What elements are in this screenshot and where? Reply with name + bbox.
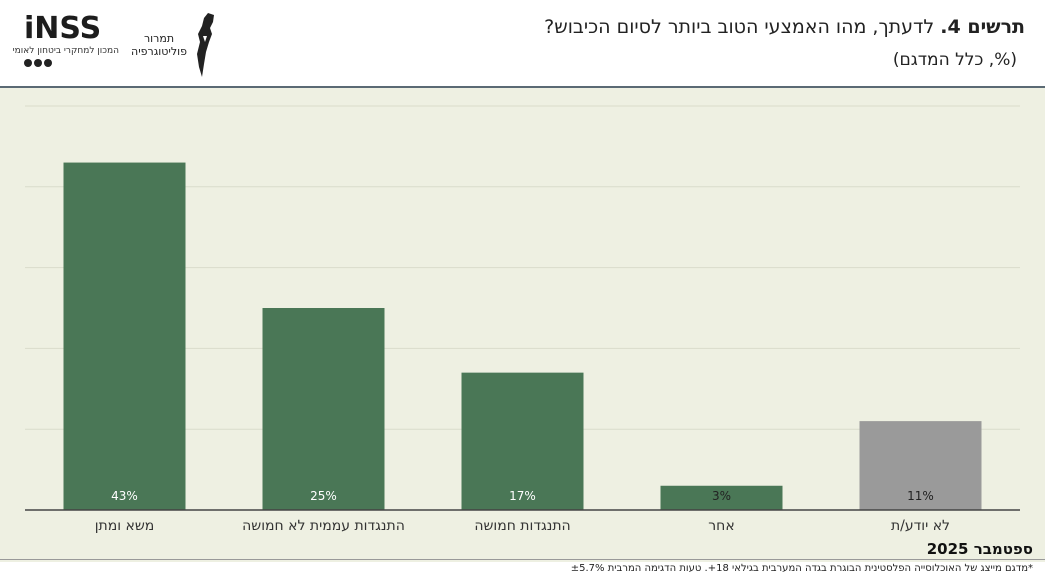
inss-logo-word: iNSS: [24, 11, 102, 46]
category-label: התנגדות חמושה: [474, 518, 570, 534]
bar: [262, 308, 385, 510]
data-label: 3%: [712, 489, 731, 503]
figure-label: תרשים 4.: [940, 16, 1025, 38]
inss-logo-tagline: המכון למחקרי ביטחון לאומי: [12, 46, 119, 56]
map-icon: [197, 13, 214, 77]
inss-logo: iNSS המכון למחקרי ביטחון לאומי: [12, 11, 119, 76]
tamrur-logo-text: תמרור פוליטוגרפיה: [128, 32, 190, 58]
data-label: 43%: [111, 489, 138, 503]
bar: [461, 372, 584, 510]
tamrur-logo-line1: תמרור: [143, 32, 175, 45]
data-label: 17%: [509, 489, 536, 503]
category-label: לא יודע/ת: [891, 518, 950, 534]
footer-divider: [0, 559, 1045, 560]
category-label: התנגדות עממית לא חמושה: [242, 518, 405, 534]
category-label: אחר: [708, 518, 734, 534]
tamrur-logo-line2: פוליטוגרפיה: [131, 45, 187, 58]
chart-header: תרשים 4. לדעתך, מהו האמצעי הטוב ביותר לס…: [0, 0, 1045, 86]
bar: [660, 485, 783, 510]
chart-subtitle: (%, כלל המדגם): [892, 50, 1017, 70]
data-label: 25%: [310, 489, 337, 503]
tamrur-logo: תמרור פוליטוגרפיה: [128, 12, 220, 78]
bar: [63, 162, 186, 510]
chart-title: תרשים 4. לדעתך, מהו האמצעי הטוב ביותר לס…: [544, 16, 1025, 38]
category-label: משא ומתן: [95, 518, 155, 534]
inss-logo-circles: [24, 59, 119, 67]
data-label: 11%: [907, 489, 934, 503]
bar: [859, 421, 982, 510]
report-date: ספטמבר 2025: [926, 540, 1033, 558]
bar-chart: 43% משא ומתן 25% התנגדות עממית לא חמושה 17% ה…: [25, 105, 1020, 534]
footnote: *מדגם מייצג של האוכלוסייה הפלסטינית הבוג…: [570, 563, 1033, 574]
question-text: לדעתך, מהו האמצעי הטוב ביותר לסיום הכיבו…: [544, 16, 935, 38]
